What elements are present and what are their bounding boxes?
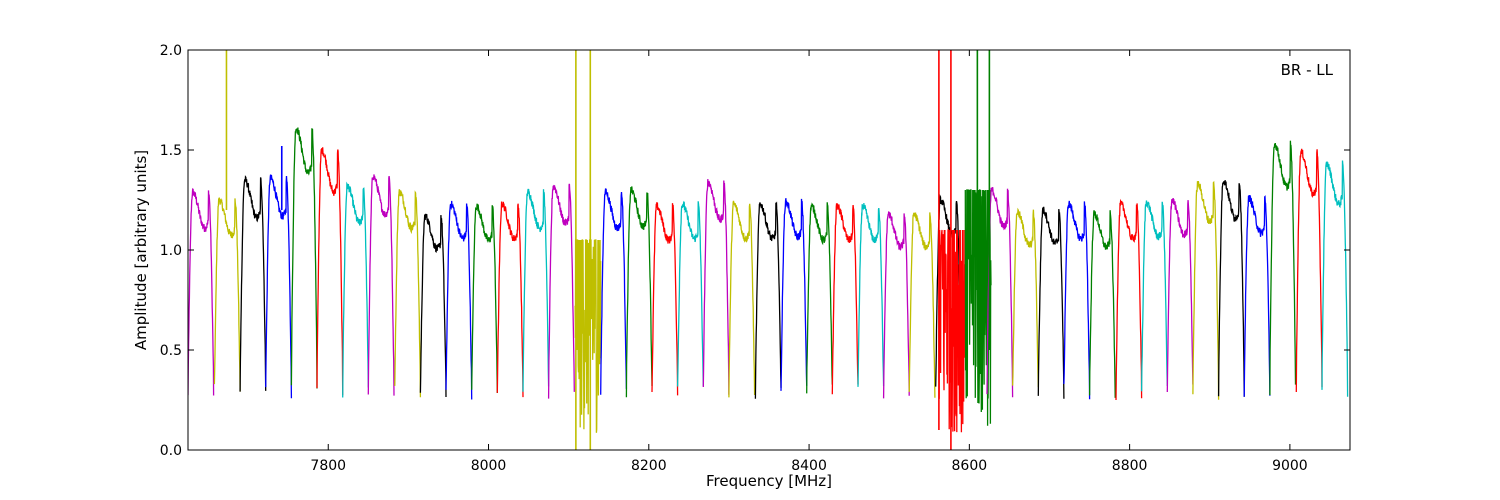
series-band-13 [496,201,524,398]
x-tick-label: 8600 [952,458,988,474]
series-band-28 [882,211,910,399]
y-tick-label: 0.0 [160,443,182,459]
y-tick-label: 0.5 [160,343,182,359]
series-band-41 [1192,180,1220,400]
series-band-27 [857,203,885,387]
series-band-45 [1295,148,1323,393]
series-band-17 [600,188,628,395]
series-band-42 [1217,180,1245,397]
series-band-44 [1269,140,1297,396]
x-axis-label: Frequency [MHz] [706,472,832,490]
series-band-19 [651,202,679,396]
series-band-35 [1037,206,1065,399]
series-band-40 [1166,197,1194,393]
series-band-24 [780,198,808,391]
series-band-26 [831,203,859,395]
series-band-37 [1088,210,1116,398]
series-band-23 [754,201,782,399]
series-band-3 [239,175,267,392]
series-band-18 [625,186,653,398]
y-axis-label: Amplitude [arbitrary units] [132,150,150,350]
x-tick-label: 8000 [471,458,507,474]
x-tick-label: 7800 [310,458,346,474]
series-band-15 [547,183,575,399]
series-layer [188,50,1349,450]
series-band-5 [290,127,318,389]
annotation-label: BR - LL [1281,61,1334,79]
series-band-43 [1243,194,1271,397]
series-band-10 [419,213,447,398]
plot-area [188,50,1350,450]
series-band-14 [522,188,550,392]
series-band-22 [728,200,756,398]
y-tick-label: 2.0 [160,43,182,59]
series-band-29 [908,212,936,398]
series-band-36 [1063,200,1091,400]
series-band-16 [574,239,602,433]
series-band-32 [964,189,992,426]
series-band-7 [342,181,369,398]
series-band-4 [265,174,293,399]
series-band-20 [676,200,704,387]
x-tick-label: 9000 [1272,458,1308,474]
series-band-46 [1321,160,1349,397]
series-band-2 [213,197,241,392]
y-tick-label: 1.5 [160,143,182,159]
series-band-12 [471,203,498,394]
series-band-30 [935,194,962,398]
series-band-11 [445,200,473,400]
series-band-25 [806,202,833,394]
series-band-9 [394,189,422,398]
series-band-39 [1140,200,1168,392]
series-band-34 [1011,207,1039,388]
series-band-38 [1115,198,1143,401]
series-band-8 [367,174,395,396]
series-band-21 [702,179,730,395]
series-band-6 [316,147,344,396]
x-tick-label: 8200 [631,458,667,474]
series-band-1 [188,187,215,396]
ticks-layer: 7800 8000 8200 8400 8600 8800 9000 0.0 0.5 1.0 1.5… [160,43,1350,474]
x-tick-label: 8800 [1112,458,1148,474]
y-tick-label: 1.0 [160,243,182,259]
series-band-33 [986,187,1014,398]
x-tick-label: 8400 [791,458,827,474]
